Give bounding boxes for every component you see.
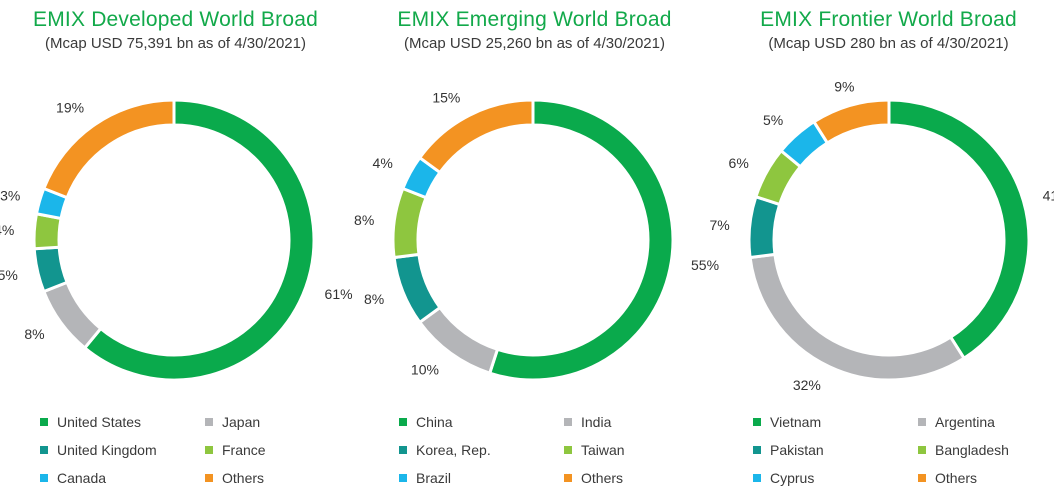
legend-item-canada: Canada <box>40 470 106 486</box>
slice-label-argentina: 32% <box>793 377 821 393</box>
legend-item-bangladesh: Bangladesh <box>918 442 1009 458</box>
legend-item-others: Others <box>564 470 623 486</box>
legend-swatch <box>753 446 761 454</box>
legend-swatch <box>205 474 213 482</box>
slice-label-united-kingdom: 5% <box>0 267 18 283</box>
legend-swatch <box>753 418 761 426</box>
legend-item-others: Others <box>918 470 977 486</box>
donut-slice-taiwan <box>391 186 429 260</box>
legend-swatch <box>205 446 213 454</box>
donut-slice-japan <box>41 280 103 350</box>
chart-title: EMIX Emerging World Broad <box>397 8 672 31</box>
legend-label: Canada <box>57 470 107 486</box>
donut-slice-korea-rep <box>392 252 443 325</box>
slice-label-india: 10% <box>411 361 439 377</box>
legend-label: United States <box>57 414 142 430</box>
slice-label-united-states: 61% <box>325 286 353 302</box>
legend-label: Japan <box>222 414 261 430</box>
legend-label: Argentina <box>935 414 995 430</box>
legend-swatch <box>564 418 572 426</box>
legend-item-china: China <box>399 414 453 430</box>
legend-label: Others <box>222 470 265 486</box>
legend-swatch <box>205 418 213 426</box>
chart-title: EMIX Developed World Broad <box>33 8 318 31</box>
slice-label-china: 55% <box>691 257 719 273</box>
legend-label: Bangladesh <box>935 442 1009 458</box>
donut-slice-united-states <box>82 98 316 382</box>
legend-swatch <box>918 474 926 482</box>
donut-slice-pakistan <box>747 194 782 260</box>
slice-label-korea-rep: 8% <box>364 291 384 307</box>
legend-item-india: India <box>564 414 611 430</box>
donut-chart: 61% 8% 5% 4% 3% 19% <box>0 98 353 382</box>
legend-label: Cyprus <box>770 470 815 486</box>
legend-item-others: Others <box>205 470 264 486</box>
legend-label: Taiwan <box>581 442 625 458</box>
legend-swatch <box>918 418 926 426</box>
donut-chart: 55% 10% 8% 8% 4% 15% <box>354 89 719 382</box>
donut-slice-others <box>417 98 535 175</box>
chart-title: EMIX Frontier World Broad <box>760 8 1017 31</box>
legend-label: France <box>222 442 266 458</box>
legend-label: United Kingdom <box>57 442 157 458</box>
slice-label-pakistan: 7% <box>709 217 729 233</box>
slice-label-france: 4% <box>0 222 14 238</box>
chart-subtitle: (Mcap USD 75,391 bn as of 4/30/2021) <box>45 35 306 52</box>
legend-swatch <box>399 474 407 482</box>
legend-item-korea-rep: Korea, Rep. <box>399 442 491 458</box>
legend-swatch <box>40 474 48 482</box>
legend-item-united-kingdom: United Kingdom <box>40 442 157 458</box>
slice-label-brazil: 4% <box>373 155 393 171</box>
legend-swatch <box>40 418 48 426</box>
slice-label-others: 15% <box>432 89 460 105</box>
slice-label-vietnam: 41% <box>1043 187 1054 203</box>
donut-chart: 41% 32% 7% 6% 5% 9% <box>709 78 1054 393</box>
legend-label: Vietnam <box>770 414 822 430</box>
slice-label-japan: 8% <box>24 326 44 342</box>
legend-label: China <box>416 414 453 430</box>
legend-swatch <box>399 446 407 454</box>
legend-item-brazil: Brazil <box>399 470 451 486</box>
chart-subtitle: (Mcap USD 25,260 bn as of 4/30/2021) <box>404 35 665 52</box>
legend-swatch <box>753 474 761 482</box>
legend-swatch <box>564 474 572 482</box>
legend-label: Korea, Rep. <box>416 442 491 458</box>
legend-label: Others <box>581 470 624 486</box>
donut-slice-china <box>487 98 675 382</box>
slice-label-others: 9% <box>834 78 854 94</box>
legend-item-taiwan: Taiwan <box>564 442 625 458</box>
chart-panel-frontier: EMIX Frontier World Broad (Mcap USD 280 … <box>709 0 1054 504</box>
legend-item-pakistan: Pakistan <box>753 442 824 458</box>
legend-label: Pakistan <box>770 442 824 458</box>
slice-label-others: 19% <box>56 100 84 116</box>
legend-item-japan: Japan <box>205 414 260 430</box>
legend-label: Brazil <box>416 470 452 486</box>
legend-label: India <box>581 414 612 430</box>
legend-item-cyprus: Cyprus <box>753 470 814 486</box>
donut-slice-others <box>811 98 891 145</box>
donut-slice-argentina <box>748 252 967 382</box>
donut-slice-vietnam <box>887 98 1031 361</box>
legend-item-france: France <box>205 442 266 458</box>
chart-panel-developed: EMIX Developed World Broad (Mcap USD 75,… <box>0 0 353 504</box>
legend-item-vietnam: Vietnam <box>753 414 821 430</box>
slice-label-canada: 3% <box>0 187 20 203</box>
slice-label-taiwan: 8% <box>354 212 374 228</box>
legend-swatch <box>40 446 48 454</box>
slice-label-cyprus: 5% <box>763 112 783 128</box>
legend-item-argentina: Argentina <box>918 414 995 430</box>
legend-label: Others <box>935 470 978 486</box>
legend-swatch <box>564 446 572 454</box>
legend-item-united-states: United States <box>40 414 141 430</box>
chart-subtitle: (Mcap USD 280 bn as of 4/30/2021) <box>768 35 1009 52</box>
donut-slice-others <box>41 98 176 200</box>
donut-slice-united-kingdom <box>32 245 70 294</box>
legend-swatch <box>399 418 407 426</box>
legend-swatch <box>918 446 926 454</box>
chart-panel-emerging: EMIX Emerging World Broad (Mcap USD 25,2… <box>354 0 719 504</box>
slice-label-bangladesh: 6% <box>729 155 749 171</box>
